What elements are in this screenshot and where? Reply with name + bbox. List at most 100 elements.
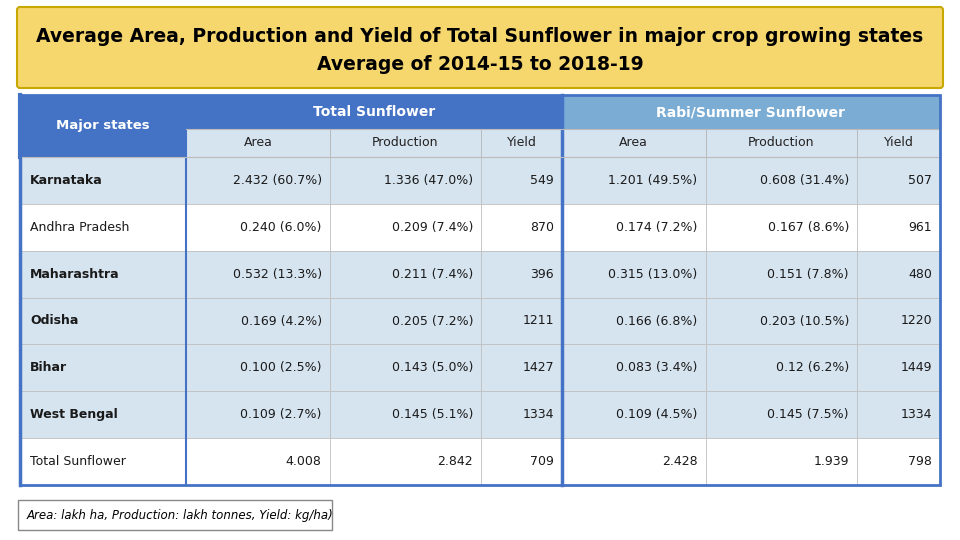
FancyBboxPatch shape <box>481 438 562 485</box>
Text: 2.842: 2.842 <box>438 455 473 468</box>
FancyBboxPatch shape <box>329 392 481 438</box>
FancyBboxPatch shape <box>481 298 562 345</box>
FancyBboxPatch shape <box>186 129 329 157</box>
Text: Yield: Yield <box>883 137 913 150</box>
FancyBboxPatch shape <box>186 438 329 485</box>
FancyBboxPatch shape <box>706 157 857 204</box>
Text: 0.608 (31.4%): 0.608 (31.4%) <box>759 174 849 187</box>
FancyBboxPatch shape <box>481 392 562 438</box>
Text: 1.201 (49.5%): 1.201 (49.5%) <box>609 174 698 187</box>
Text: 1427: 1427 <box>522 361 554 374</box>
FancyBboxPatch shape <box>706 392 857 438</box>
Text: 0.143 (5.0%): 0.143 (5.0%) <box>392 361 473 374</box>
FancyBboxPatch shape <box>857 392 940 438</box>
FancyBboxPatch shape <box>186 392 329 438</box>
FancyBboxPatch shape <box>481 345 562 391</box>
Text: 1.939: 1.939 <box>813 455 849 468</box>
Text: 0.203 (10.5%): 0.203 (10.5%) <box>759 314 849 327</box>
Text: 0.109 (4.5%): 0.109 (4.5%) <box>616 408 698 421</box>
Text: 0.209 (7.4%): 0.209 (7.4%) <box>392 221 473 234</box>
Text: 1334: 1334 <box>522 408 554 421</box>
Text: 709: 709 <box>530 455 554 468</box>
Text: 0.532 (13.3%): 0.532 (13.3%) <box>232 268 322 281</box>
Text: 1211: 1211 <box>522 314 554 327</box>
Text: 870: 870 <box>530 221 554 234</box>
Text: 549: 549 <box>530 174 554 187</box>
Text: 0.151 (7.8%): 0.151 (7.8%) <box>767 268 849 281</box>
Text: 0.100 (2.5%): 0.100 (2.5%) <box>240 361 322 374</box>
FancyBboxPatch shape <box>857 298 940 345</box>
FancyBboxPatch shape <box>562 157 706 204</box>
FancyBboxPatch shape <box>329 298 481 345</box>
FancyBboxPatch shape <box>17 7 943 88</box>
FancyBboxPatch shape <box>329 157 481 204</box>
Text: Total Sunflower: Total Sunflower <box>313 105 435 119</box>
Text: 1334: 1334 <box>900 408 932 421</box>
Text: Bihar: Bihar <box>30 361 67 374</box>
Text: Yield: Yield <box>507 137 537 150</box>
FancyBboxPatch shape <box>706 298 857 345</box>
Text: 0.166 (6.8%): 0.166 (6.8%) <box>616 314 698 327</box>
FancyBboxPatch shape <box>562 345 706 391</box>
FancyBboxPatch shape <box>857 438 940 485</box>
FancyBboxPatch shape <box>562 95 940 129</box>
FancyBboxPatch shape <box>481 157 562 204</box>
Text: 0.240 (6.0%): 0.240 (6.0%) <box>240 221 322 234</box>
Text: 0.145 (5.1%): 0.145 (5.1%) <box>392 408 473 421</box>
Text: 0.083 (3.4%): 0.083 (3.4%) <box>616 361 698 374</box>
FancyBboxPatch shape <box>186 157 329 204</box>
Text: 1220: 1220 <box>900 314 932 327</box>
Text: 0.211 (7.4%): 0.211 (7.4%) <box>392 268 473 281</box>
FancyBboxPatch shape <box>329 204 481 251</box>
Text: Rabi/Summer Sunflower: Rabi/Summer Sunflower <box>657 105 846 119</box>
Text: 0.145 (7.5%): 0.145 (7.5%) <box>767 408 849 421</box>
FancyBboxPatch shape <box>20 298 186 345</box>
FancyBboxPatch shape <box>857 251 940 298</box>
FancyBboxPatch shape <box>562 129 706 157</box>
FancyBboxPatch shape <box>481 129 562 157</box>
FancyBboxPatch shape <box>481 251 562 298</box>
Text: Total Sunflower: Total Sunflower <box>30 455 126 468</box>
Text: 0.169 (4.2%): 0.169 (4.2%) <box>241 314 322 327</box>
FancyBboxPatch shape <box>562 298 706 345</box>
Text: Maharashtra: Maharashtra <box>30 268 120 281</box>
FancyBboxPatch shape <box>706 129 857 157</box>
Text: Average of 2014-15 to 2018-19: Average of 2014-15 to 2018-19 <box>317 55 643 73</box>
FancyBboxPatch shape <box>857 129 940 157</box>
Text: 2.432 (60.7%): 2.432 (60.7%) <box>232 174 322 187</box>
FancyBboxPatch shape <box>186 251 329 298</box>
Text: 0.167 (8.6%): 0.167 (8.6%) <box>768 221 849 234</box>
Text: Area: Area <box>244 137 273 150</box>
Text: Production: Production <box>372 137 439 150</box>
Text: Andhra Pradesh: Andhra Pradesh <box>30 221 130 234</box>
FancyBboxPatch shape <box>20 438 186 485</box>
FancyBboxPatch shape <box>20 157 186 204</box>
FancyBboxPatch shape <box>706 438 857 485</box>
Text: 480: 480 <box>908 268 932 281</box>
Text: 2.428: 2.428 <box>661 455 698 468</box>
Text: 798: 798 <box>908 455 932 468</box>
Text: 0.109 (2.7%): 0.109 (2.7%) <box>240 408 322 421</box>
FancyBboxPatch shape <box>18 500 332 530</box>
FancyBboxPatch shape <box>20 392 186 438</box>
FancyBboxPatch shape <box>20 95 186 157</box>
Text: Major states: Major states <box>57 119 150 132</box>
Text: 4.008: 4.008 <box>286 455 322 468</box>
FancyBboxPatch shape <box>186 95 562 129</box>
FancyBboxPatch shape <box>20 204 186 251</box>
Text: Area: Area <box>619 137 648 150</box>
Text: 961: 961 <box>908 221 932 234</box>
Text: 0.174 (7.2%): 0.174 (7.2%) <box>616 221 698 234</box>
FancyBboxPatch shape <box>562 251 706 298</box>
Text: 1.336 (47.0%): 1.336 (47.0%) <box>384 174 473 187</box>
FancyBboxPatch shape <box>857 204 940 251</box>
Text: 0.205 (7.2%): 0.205 (7.2%) <box>392 314 473 327</box>
Text: 507: 507 <box>908 174 932 187</box>
Text: 396: 396 <box>530 268 554 281</box>
FancyBboxPatch shape <box>20 345 186 391</box>
Text: Karnataka: Karnataka <box>30 174 103 187</box>
FancyBboxPatch shape <box>562 392 706 438</box>
FancyBboxPatch shape <box>562 438 706 485</box>
Text: 1449: 1449 <box>900 361 932 374</box>
FancyBboxPatch shape <box>186 298 329 345</box>
